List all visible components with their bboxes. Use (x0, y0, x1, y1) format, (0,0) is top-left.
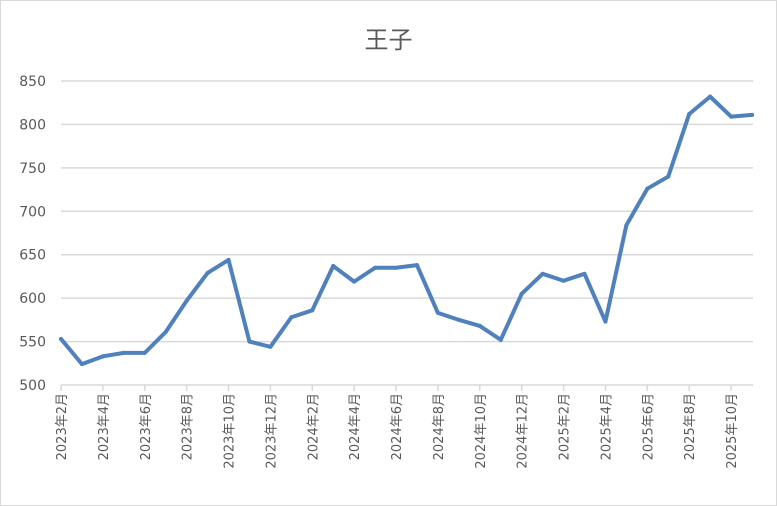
data-point (226, 257, 231, 262)
y-tick-label: 550 (19, 335, 46, 351)
x-tick-label: 2024年8月 (432, 393, 447, 460)
x-tick-label: 2024年6月 (390, 393, 405, 460)
y-tick-label: 500 (19, 378, 46, 394)
x-tick-label: 2023年4月 (97, 393, 112, 460)
data-point (750, 112, 755, 117)
data-point (687, 112, 692, 117)
x-tick-label: 2025年6月 (641, 393, 656, 460)
data-point (142, 350, 147, 355)
data-point (582, 271, 587, 276)
data-point (414, 263, 419, 268)
x-tick-label: 2024年12月 (516, 393, 531, 469)
data-point (121, 350, 126, 355)
data-point (708, 94, 713, 99)
data-point (352, 279, 357, 284)
series-line (59, 94, 755, 367)
data-point (645, 186, 650, 191)
data-point (540, 271, 545, 276)
data-point (205, 270, 210, 275)
y-tick-label: 800 (19, 117, 46, 133)
y-tick-label: 850 (19, 74, 46, 90)
data-point (603, 319, 608, 324)
data-point (729, 114, 734, 119)
x-tick-label: 2024年2月 (306, 393, 321, 460)
x-tick-label: 2023年10月 (223, 393, 238, 469)
data-point (498, 337, 503, 342)
y-tick-label: 600 (19, 291, 46, 307)
x-tick-label: 2023年8月 (181, 393, 196, 460)
data-point (79, 362, 84, 367)
data-point (184, 298, 189, 303)
data-point (59, 336, 63, 341)
y-tick-label: 700 (19, 204, 46, 220)
data-point (519, 291, 524, 296)
data-point (456, 317, 461, 322)
data-point (268, 344, 273, 349)
data-point (561, 278, 566, 283)
x-tick-label: 2025年2月 (558, 393, 573, 460)
x-tick-label: 2025年4月 (599, 393, 614, 460)
data-point (477, 323, 482, 328)
data-point (435, 310, 440, 315)
x-tick-label: 2023年2月 (55, 393, 70, 460)
x-tick-label: 2025年8月 (683, 393, 698, 460)
x-tick-label: 2024年4月 (348, 393, 363, 460)
data-point (394, 265, 399, 270)
data-point (247, 339, 252, 344)
data-point (100, 354, 105, 359)
data-point (289, 315, 294, 320)
y-tick-label: 650 (19, 248, 46, 264)
data-point (331, 264, 336, 269)
x-tick-label: 2025年10月 (725, 393, 740, 469)
x-tick-label: 2024年10月 (474, 393, 489, 469)
data-point (310, 308, 315, 313)
data-point (666, 174, 671, 179)
x-tick-label: 2023年12月 (264, 393, 279, 469)
data-point (624, 223, 629, 228)
data-point (373, 265, 378, 270)
chart-title: 王子 (364, 26, 413, 54)
y-tick-label: 750 (19, 161, 46, 177)
x-tick-label: 2023年6月 (139, 393, 154, 460)
data-point (163, 330, 168, 335)
